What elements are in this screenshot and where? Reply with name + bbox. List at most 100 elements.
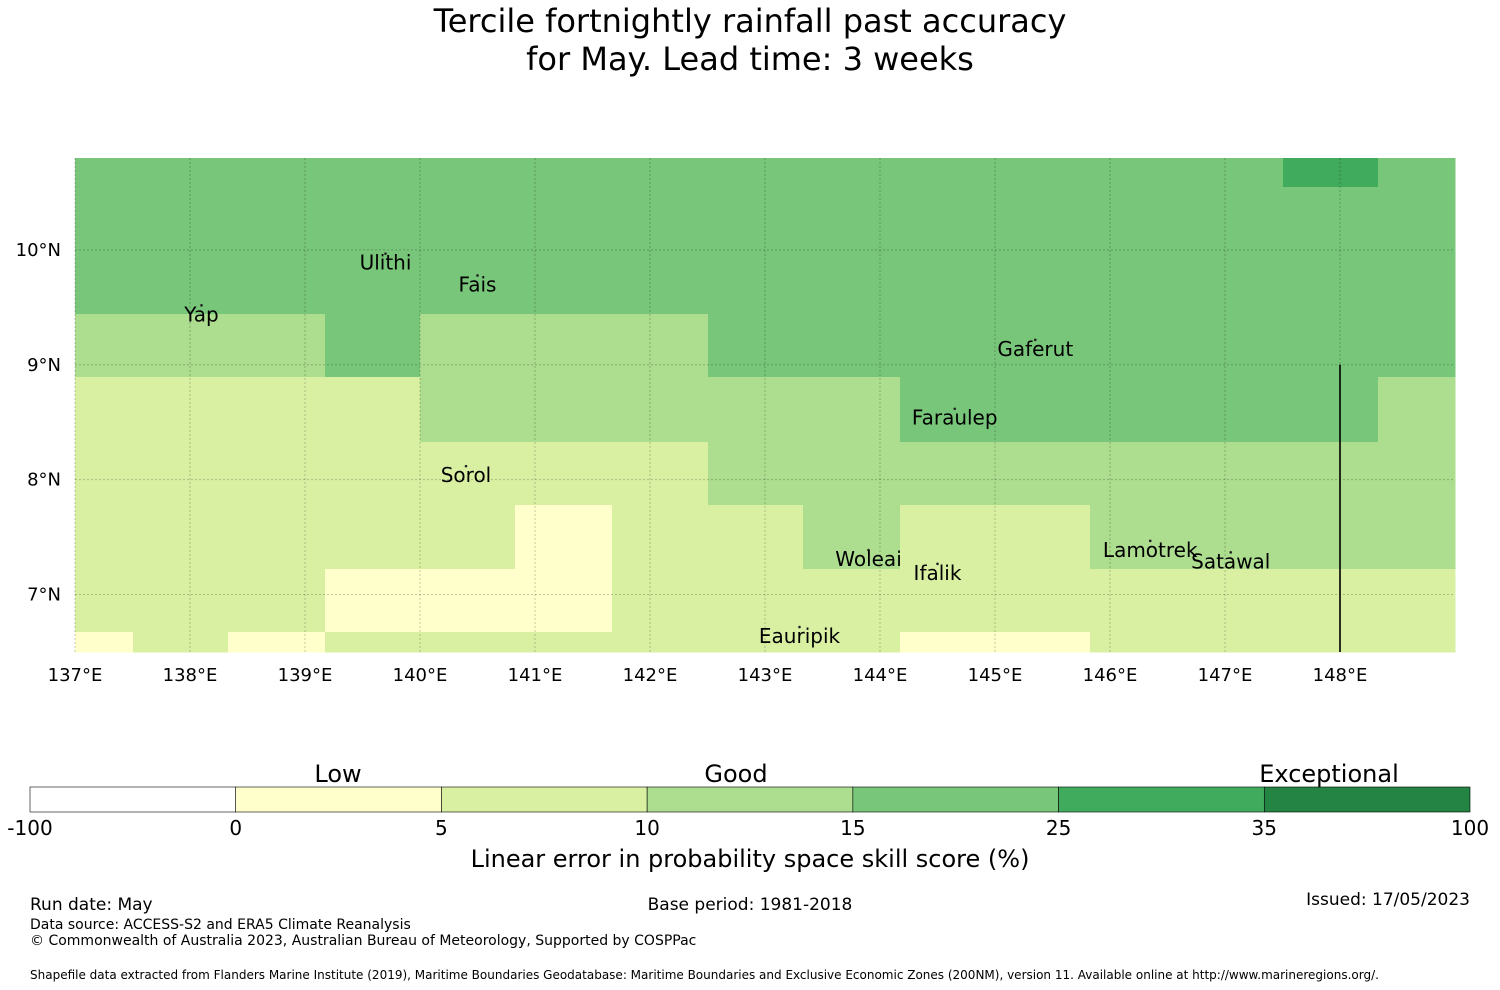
skill-cell (1283, 187, 1379, 315)
place-label: Gaferut (997, 337, 1073, 361)
skill-cell (133, 569, 229, 633)
category-label-good: Good (704, 760, 768, 788)
skill-cell (420, 187, 516, 315)
island-marker (867, 548, 870, 552)
skill-cell (1283, 632, 1379, 653)
skill-cell (995, 442, 1091, 506)
colorbar-segment (1263, 786, 1471, 813)
skill-cell (900, 505, 996, 570)
category-label-exceptional: Exceptional (1259, 760, 1399, 788)
skill-cell (1090, 187, 1188, 315)
island-marker (953, 407, 957, 411)
skill-cell (75, 187, 134, 315)
skill-cell (803, 569, 901, 633)
skill-cell (708, 158, 804, 188)
skill-cell (325, 158, 421, 188)
longitude-tick-label: 146°E (1083, 665, 1138, 686)
place-label: Woleai (835, 547, 902, 571)
skill-cell (1283, 158, 1379, 188)
colorbar-tick-labels: -100 0 5 10 15 25 35 100 (7, 816, 1489, 840)
latitude-tick-label: 9°N (27, 355, 61, 376)
skill-cell (75, 442, 134, 506)
skill-cell (1378, 187, 1456, 315)
colorbar-tick-label: -100 (7, 816, 52, 840)
skill-cell (803, 314, 901, 378)
skill-cell (75, 314, 134, 378)
colorbar-tick-label: 0 (229, 816, 242, 840)
island-marker (200, 304, 203, 307)
colorbar-segment (1058, 786, 1265, 813)
colorbar-tick-label: 25 (1046, 816, 1071, 840)
place-label: Ulithi (360, 251, 412, 275)
island-markers (200, 252, 1233, 629)
skill-cell (420, 442, 516, 506)
skill-cell (612, 569, 709, 633)
skill-cell (1090, 569, 1188, 633)
skill-cell (325, 505, 421, 570)
longitude-tick-label: 141°E (508, 665, 563, 686)
longitude-tick-label: 147°E (1198, 665, 1253, 686)
skill-cell (515, 187, 613, 315)
skill-cell (228, 505, 326, 570)
skill-cell (1378, 442, 1456, 506)
skill-cell (515, 505, 613, 570)
skill-cell (228, 569, 326, 633)
skill-cell (228, 314, 326, 378)
shapefile-credit: Shapefile data extracted from Flanders M… (30, 968, 1379, 982)
skill-cell (515, 442, 613, 506)
skill-cell (803, 632, 901, 653)
island-marker (1033, 338, 1037, 342)
issued-date: Issued: 17/05/2023 (1306, 890, 1470, 910)
data-source: Data source: ACCESS-S2 and ERA5 Climate … (30, 917, 411, 933)
skill-cell (612, 314, 709, 378)
skill-cell (1378, 377, 1456, 443)
skill-cell (1378, 158, 1456, 188)
skill-cell (612, 505, 709, 570)
skill-cell (515, 632, 613, 653)
skill-cell (612, 187, 709, 315)
map-graticule (74, 158, 1455, 652)
island-marker (798, 625, 801, 629)
skill-cell (1187, 314, 1284, 378)
skill-cell (1090, 314, 1188, 378)
island-marker (464, 464, 468, 468)
place-label: Satawal (1191, 549, 1270, 573)
longitude-tick-label: 144°E (853, 665, 908, 686)
copyright: © Commonwealth of Australia 2023, Austra… (30, 933, 697, 949)
colorbar-label: Linear error in probability space skill … (470, 845, 1030, 873)
colorbar-segment (646, 786, 854, 813)
colorbar-segment (29, 786, 237, 813)
skill-cell (1187, 158, 1284, 188)
skill-cell (1378, 569, 1456, 633)
skill-cell (803, 442, 901, 506)
colorbar-segment (235, 786, 442, 813)
place-label: Yap (183, 302, 218, 326)
skill-cell (995, 158, 1091, 188)
skill-cell (708, 442, 804, 506)
colorbar (29, 786, 1471, 813)
skill-cell (1187, 377, 1284, 443)
skill-cell (133, 187, 229, 315)
base-period: Base period: 1981-2018 (647, 895, 853, 915)
longitude-tick-labels: 137°E 138°E 139°E 140°E 141°E 142°E 143°E 144°E… (48, 665, 1368, 686)
longitude-tick-label: 138°E (163, 665, 218, 686)
skill-cell (1187, 632, 1284, 653)
longitude-tick-label: 137°E (48, 665, 103, 686)
longitude-tick-label: 148°E (1313, 665, 1368, 686)
skill-cell (803, 505, 901, 570)
skill-cell (325, 632, 421, 653)
skill-cell (75, 632, 134, 653)
skill-cell (325, 569, 421, 633)
skill-cell (995, 569, 1091, 633)
skill-cell (708, 569, 804, 633)
run-date: Run date: May (30, 895, 153, 915)
island-marker (1148, 539, 1152, 543)
skill-cell (133, 442, 229, 506)
skill-cell (612, 442, 709, 506)
skill-cell (1378, 314, 1456, 378)
skill-cell (900, 314, 996, 378)
skill-cell (708, 377, 804, 443)
skill-cell (995, 314, 1091, 378)
chart-title-line-1: Tercile fortnightly rainfall past accura… (433, 2, 1067, 40)
chart-title-line-2: for May. Lead time: 3 weeks (526, 40, 974, 78)
